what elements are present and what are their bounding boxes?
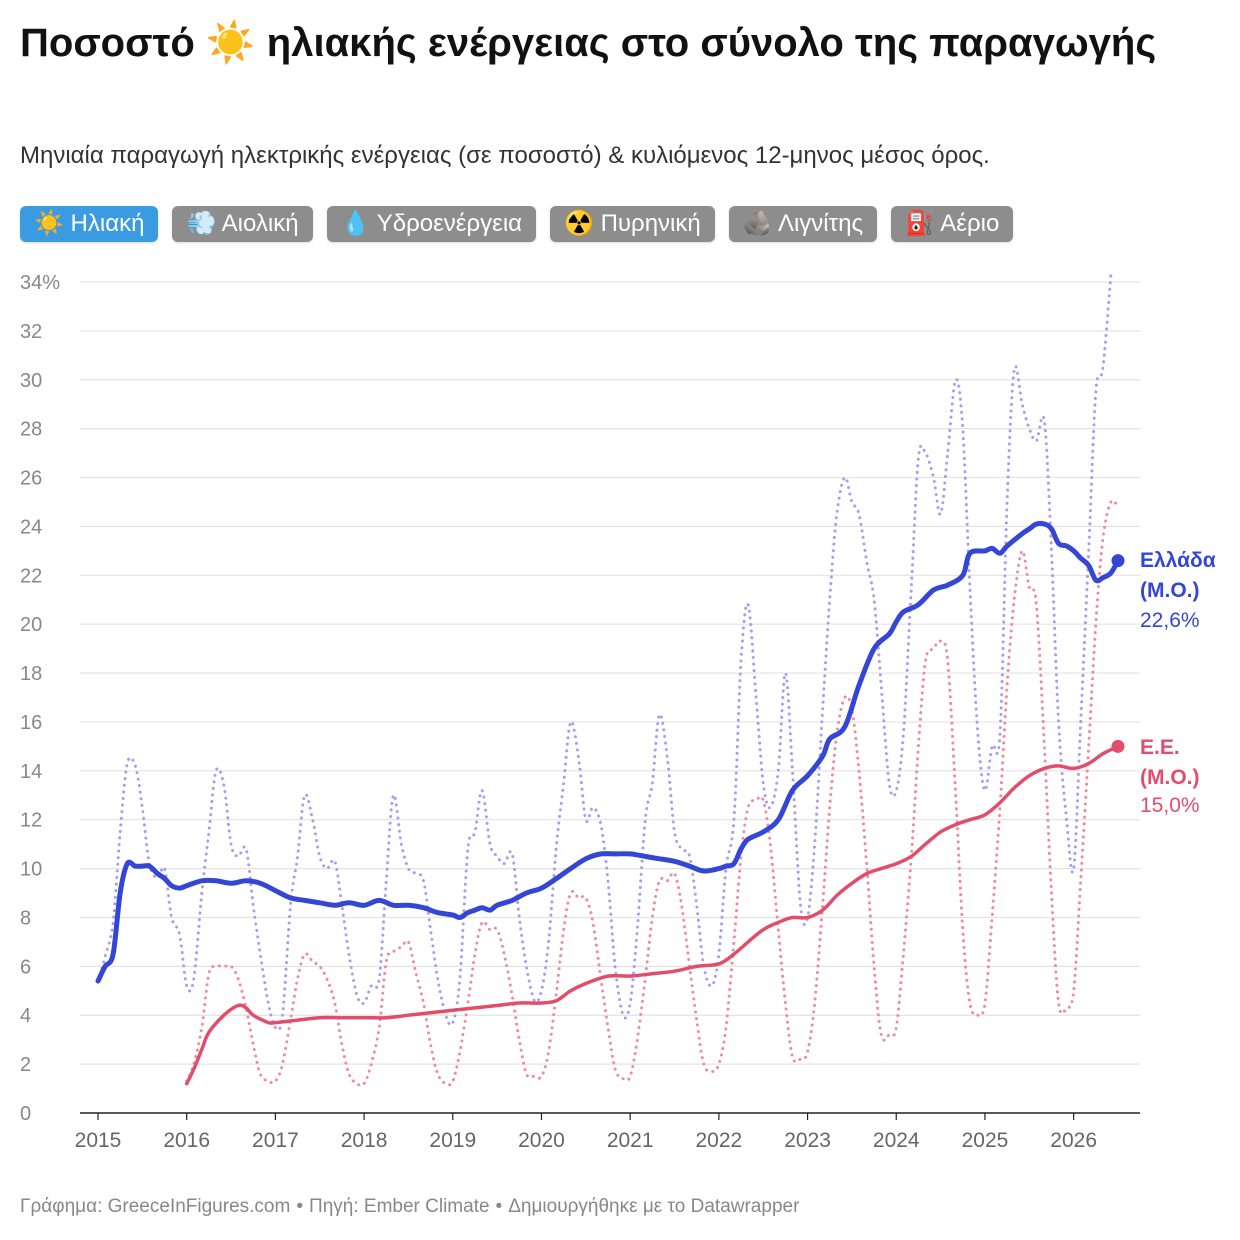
x-tick-label: 2015 [75,1129,122,1152]
tab-hydro-label: 💧 Υδροενέργεια [340,210,523,237]
x-tick-label: 2025 [962,1129,1009,1152]
tab-gas-label: ⛽ Αέριο [905,210,1000,237]
y-tick-label: 12 [20,810,42,832]
x-tick-label: 2016 [163,1129,210,1152]
greece-end-label-suffix: (Μ.Ο.) [1140,579,1199,602]
x-tick-label: 2024 [873,1129,920,1152]
eu-monthly-line [185,498,1120,1088]
greece-average-line [95,520,1121,984]
tab-hydro[interactable]: 💧 Υδροενέργεια [326,206,537,242]
page-title: Ποσοστό ☀️ ηλιακής ενέργειας στο σύνολο … [20,21,1157,65]
x-tick-label: 2017 [252,1129,299,1152]
y-tick-label: 26 [20,468,42,490]
greece-end-label: Ελλάδα [1140,549,1216,572]
tab-solar-label: ☀️ Ηλιακή [34,210,145,237]
footer-credit: Γράφημα: GreeceInFigures.com [20,1196,291,1217]
y-tick-label: 32 [20,321,42,343]
chart-footer: Γράφημα: GreeceInFigures.com • Πηγή: Ember… [20,1196,800,1217]
y-tick-label: 30 [20,370,42,392]
tab-wind-label: 💨 Αιολική [186,210,299,237]
y-tick-label: 4 [20,1005,31,1027]
y-tick-label: 18 [20,663,42,685]
eu-end-label-suffix: (Μ.Ο.) [1140,766,1199,789]
x-tick-label: 2019 [429,1129,476,1152]
y-tick-label: 6 [20,956,31,978]
y-tick-label: 24 [20,516,42,538]
footer-source: Πηγή: Ember Climate [308,1196,490,1217]
footer-made-with: Δημιουργήθηκε με το Datawrapper [508,1196,800,1217]
y-tick-label: 8 [20,907,31,929]
greece-end-marker [1111,554,1125,568]
x-tick-label: 2023 [784,1129,831,1152]
tab-lignite-label: 🪨 Λιγνίτης [742,210,864,237]
eu-average-line [184,744,1120,1086]
eu-end-value: 15,0% [1140,794,1200,817]
chart-subtitle: Μηνιαία παραγωγή ηλεκτρικής ενέργειας (σ… [20,142,990,169]
y-tick-label: 10 [20,859,42,881]
y-tick-label: 20 [20,614,42,636]
y-tick-label: 22 [20,565,42,587]
tab-nuclear-label: ☢️ Πυρηνική [564,210,701,237]
y-tick-label: 28 [20,419,42,441]
y-tick-label: 16 [20,712,42,734]
greece-monthly-line [96,273,1113,1032]
tab-nuclear[interactable]: ☢️ Πυρηνική [550,206,715,242]
energy-source-tabs: ☀️ Ηλιακή 💨 Αιολική 💧 Υδροενέργεια ☢️ Πυ… [20,206,1014,242]
x-tick-label: 2026 [1050,1129,1097,1152]
x-tick-label: 2020 [518,1129,565,1152]
eu-end-marker [1111,739,1125,753]
x-tick-label: 2018 [341,1129,388,1152]
y-tick-label: 0 [20,1103,31,1125]
greece-end-value: 22,6% [1140,609,1200,632]
x-tick-label: 2021 [607,1129,654,1152]
eu-end-label: Ε.Ε. [1140,736,1180,759]
y-tick-label: 34% [20,272,60,294]
tab-gas[interactable]: ⛽ Αέριο [891,206,1014,242]
y-tick-label: 2 [20,1054,31,1076]
x-tick-label: 2022 [696,1129,743,1152]
tab-lignite[interactable]: 🪨 Λιγνίτης [728,206,878,242]
y-tick-label: 14 [20,761,42,783]
tab-wind[interactable]: 💨 Αιολική [172,206,313,242]
tab-solar[interactable]: ☀️ Ηλιακή [20,206,159,242]
